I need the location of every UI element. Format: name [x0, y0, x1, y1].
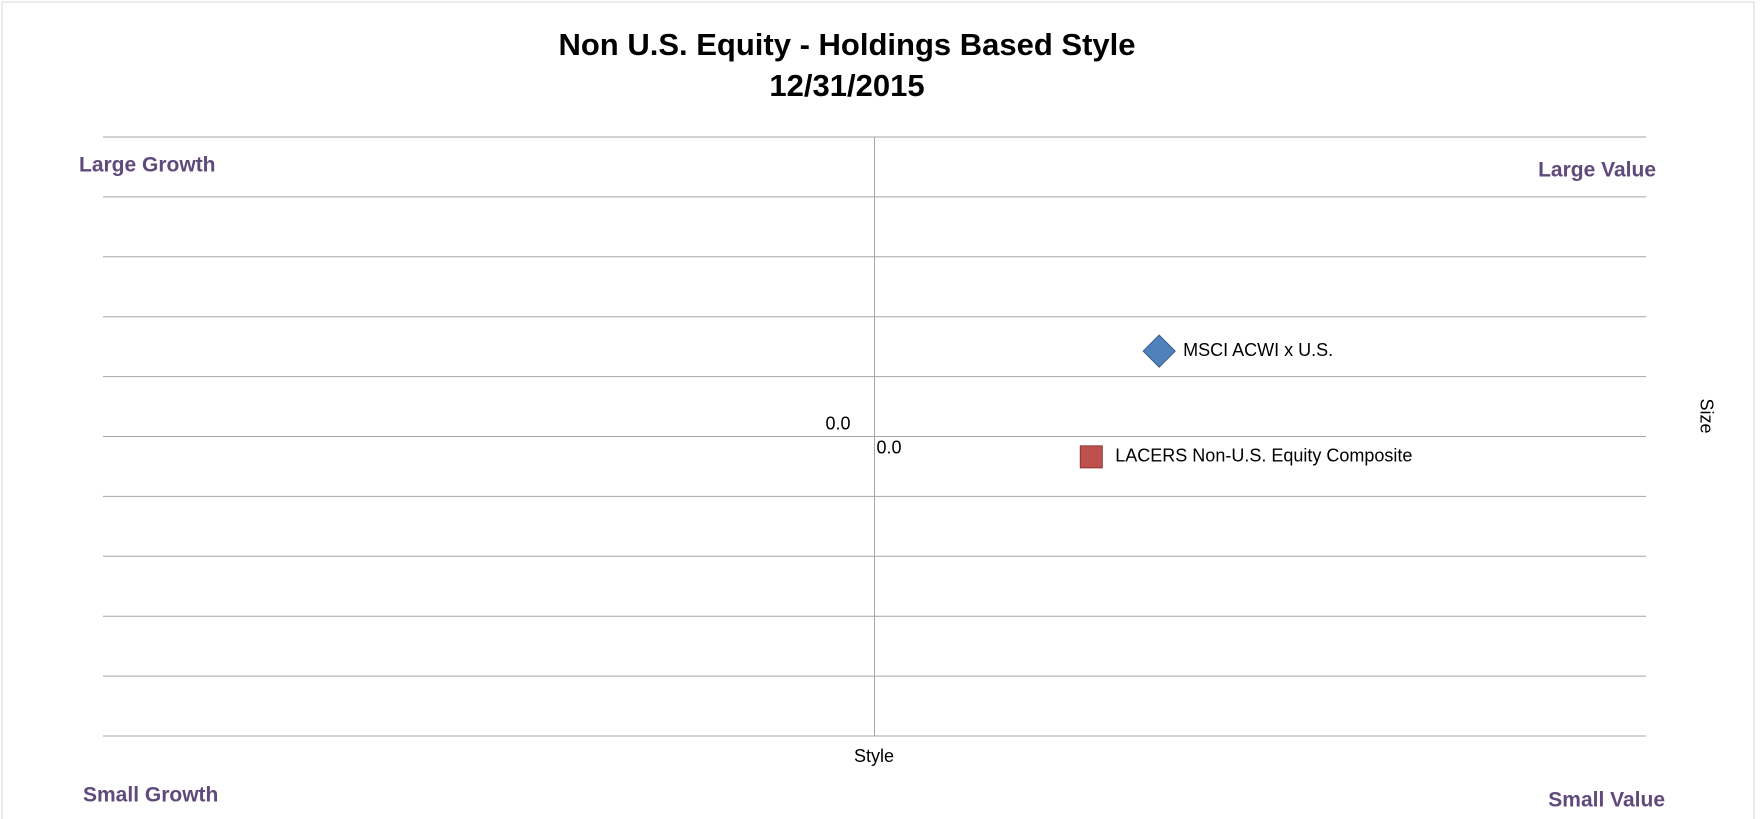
- point: [1079, 445, 1103, 469]
- chart-subtitle: 12/31/2015: [769, 68, 924, 103]
- quadrant-label: Large Growth: [79, 154, 216, 177]
- quadrant-label: Small Growth: [83, 784, 218, 807]
- quadrant-label: Small Value: [1548, 789, 1665, 812]
- point: [1142, 334, 1176, 368]
- x-tick-label: 0.0: [877, 437, 902, 457]
- x-axis-label: Style: [854, 746, 894, 766]
- point-label: MSCI ACWI x U.S.: [1183, 340, 1333, 360]
- point-label: LACERS Non-U.S. Equity Composite: [1115, 446, 1412, 466]
- quadrant-label: Large Value: [1538, 159, 1656, 182]
- y-axis-label: Size: [1696, 398, 1716, 433]
- chart-title: Non U.S. Equity - Holdings Based Style: [558, 27, 1135, 62]
- y-tick-label: 0.0: [825, 413, 850, 433]
